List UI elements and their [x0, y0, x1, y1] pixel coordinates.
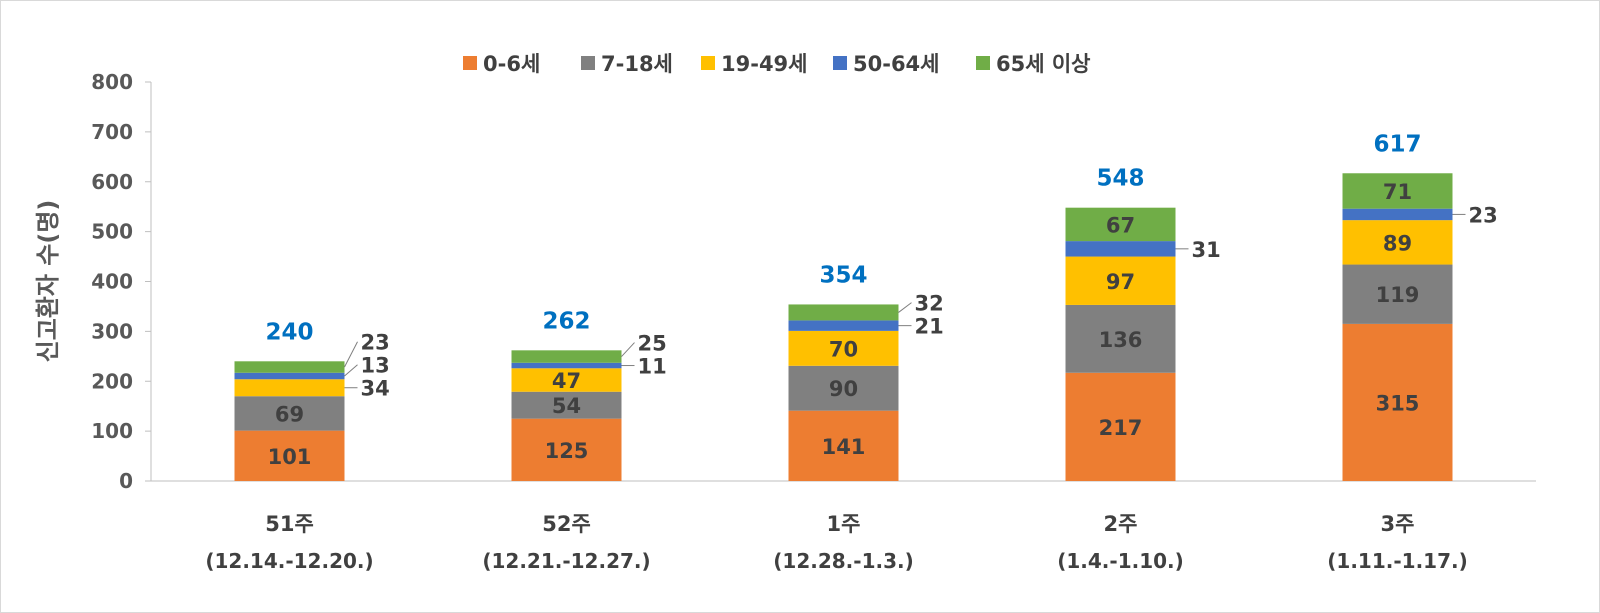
leader-line: [344, 341, 358, 368]
bar-segment: [1065, 241, 1176, 257]
data-label: 11: [638, 355, 667, 379]
bar-segment: [1342, 264, 1453, 324]
data-label: 31: [1192, 238, 1221, 262]
data-label: 47: [552, 369, 581, 393]
bar-segment: [234, 430, 345, 481]
y-tick-label: 200: [91, 369, 133, 393]
data-label: 21: [915, 315, 944, 339]
y-tick-label: 0: [119, 469, 133, 493]
leader-line: [344, 364, 358, 377]
data-label: 71: [1383, 180, 1412, 204]
bar-segment: [788, 304, 899, 321]
data-label: 70: [829, 337, 858, 361]
bar-segment: [234, 372, 345, 380]
y-tick-label: 600: [91, 170, 133, 194]
legend-label: 50-64세: [853, 52, 939, 76]
total-label: 354: [819, 262, 867, 288]
x-tick-sublabel: (1.11.-1.17.): [1327, 549, 1467, 573]
y-tick-label: 100: [91, 419, 133, 443]
bar-segment: [511, 391, 622, 419]
data-label: 119: [1376, 283, 1420, 307]
bar-segment: [788, 320, 899, 331]
bar-segment: [1065, 256, 1176, 305]
data-label: 217: [1099, 416, 1143, 440]
x-tick-label: 1주: [827, 512, 861, 536]
bar-segment: [1065, 207, 1176, 242]
total-label: 548: [1096, 166, 1144, 192]
data-label: 89: [1383, 231, 1412, 255]
y-tick-label: 500: [91, 220, 133, 244]
bar-segment: [511, 350, 622, 363]
leader-line: [621, 342, 635, 357]
bar-segment: [1065, 372, 1176, 481]
bar-segment: [788, 330, 899, 366]
total-label: 240: [265, 319, 313, 345]
data-label: 67: [1106, 213, 1135, 237]
y-tick-label: 800: [91, 70, 133, 94]
legend-swatch: [581, 56, 595, 70]
legend-label: 65세 이상: [996, 52, 1091, 76]
data-label: 101: [268, 445, 312, 469]
legend-label: 7-18세: [601, 52, 673, 76]
bar-segment: [234, 361, 345, 373]
bar-segment: [511, 368, 622, 392]
bar-segment: [1342, 173, 1453, 209]
bar-segment: [1342, 220, 1453, 265]
legend-swatch: [976, 56, 990, 70]
data-label: 23: [361, 331, 390, 355]
data-label: 136: [1099, 328, 1143, 352]
x-tick-label: 2주: [1104, 512, 1138, 536]
x-tick-sublabel: (1.4.-1.10.): [1057, 549, 1184, 573]
data-label: 69: [275, 402, 304, 426]
bar-segment: [1065, 304, 1176, 373]
legend-label: 0-6세: [483, 52, 540, 76]
bar-segment: [511, 418, 622, 481]
y-axis-title: 신고환자 수(명): [34, 200, 62, 363]
x-tick-sublabel: (12.14.-12.20.): [205, 549, 373, 573]
total-label: 617: [1373, 131, 1421, 157]
legend-label: 19-49세: [721, 52, 807, 76]
data-label: 97: [1106, 270, 1135, 294]
x-tick-label: 3주: [1381, 512, 1415, 536]
data-label: 13: [361, 354, 390, 378]
data-label: 34: [361, 377, 390, 401]
total-label: 262: [542, 308, 590, 334]
data-label: 23: [1469, 203, 1498, 227]
bar-segment: [234, 379, 345, 397]
bar-segment: [234, 396, 345, 431]
x-tick-label: 51주: [265, 512, 314, 536]
bar-segment: [511, 362, 622, 369]
x-tick-sublabel: (12.28.-1.3.): [773, 549, 913, 573]
data-label: 125: [545, 439, 589, 463]
legend-swatch: [701, 56, 715, 70]
y-tick-label: 400: [91, 270, 133, 294]
bar-segment: [788, 410, 899, 481]
data-label: 25: [638, 332, 667, 356]
x-tick-label: 52주: [542, 512, 591, 536]
x-tick-sublabel: (12.21.-12.27.): [482, 549, 650, 573]
data-label: 54: [552, 394, 581, 418]
data-label: 315: [1376, 391, 1420, 415]
bar-segment: [788, 365, 899, 411]
legend-swatch: [463, 56, 477, 70]
leader-line: [898, 302, 912, 313]
legend-swatch: [833, 56, 847, 70]
bar-segment: [1342, 323, 1453, 481]
y-tick-label: 300: [91, 319, 133, 343]
data-label: 141: [822, 435, 866, 459]
data-label: 32: [915, 292, 944, 316]
bar-segment: [1342, 208, 1453, 221]
data-label: 90: [829, 377, 858, 401]
y-tick-label: 700: [91, 120, 133, 144]
